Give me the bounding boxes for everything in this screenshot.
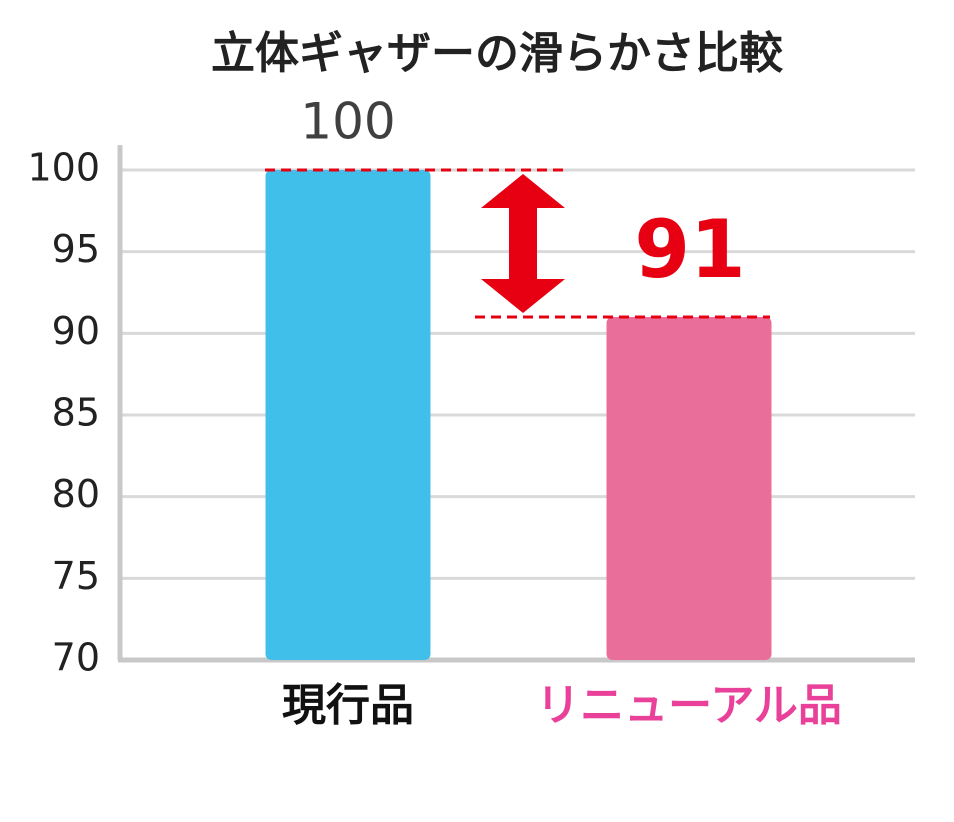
y-tick-label: 90	[52, 309, 100, 353]
x-tick-label: 現行品	[282, 680, 414, 731]
y-tick-label: 85	[52, 391, 100, 435]
y-tick-label: 80	[52, 472, 100, 516]
y-tick-label: 100	[27, 146, 100, 190]
bar	[606, 317, 772, 660]
chart-title: 立体ギャザーの滑らかさ比較	[211, 28, 784, 79]
x-tick-label: リニューアル品	[536, 680, 842, 731]
y-tick-label: 75	[52, 554, 100, 598]
value-label: 91	[634, 203, 745, 296]
bar	[265, 170, 431, 660]
y-tick-label: 95	[52, 227, 100, 271]
difference-arrow	[481, 174, 565, 313]
y-tick-label: 70	[52, 636, 100, 680]
value-label: 100	[300, 93, 395, 151]
